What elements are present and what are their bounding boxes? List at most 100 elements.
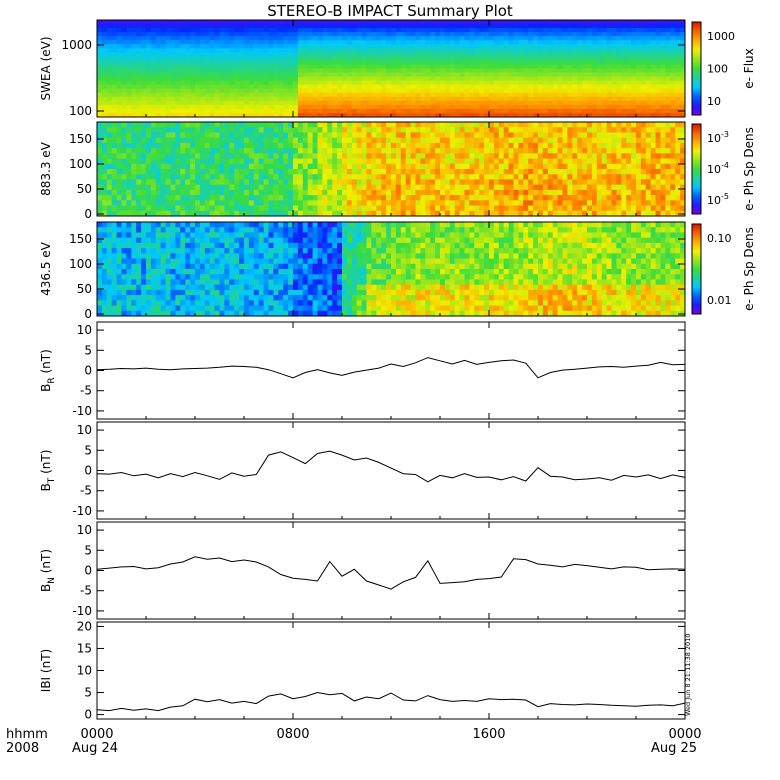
heatmap-cell xyxy=(400,137,407,144)
heatmap-cell xyxy=(337,40,343,45)
heatmap-cell xyxy=(498,184,505,191)
heatmap-cell xyxy=(469,174,475,180)
heatmap-cell xyxy=(248,158,255,165)
heatmap-cell xyxy=(508,174,514,180)
heatmap-cell xyxy=(381,153,387,159)
heatmap-cell xyxy=(596,184,603,191)
heatmap-cell xyxy=(361,52,367,57)
heatmap-cell xyxy=(258,44,264,49)
heatmap-cell xyxy=(391,184,397,191)
heatmap-cell xyxy=(150,112,157,118)
heatmap-cell xyxy=(391,36,397,41)
heatmap-cell xyxy=(234,80,240,86)
heatmap-cell xyxy=(518,80,524,86)
heatmap-cell xyxy=(513,174,519,180)
heatmap-cell xyxy=(322,122,328,128)
heatmap-cell xyxy=(621,72,627,77)
heatmap-cell xyxy=(366,36,372,41)
heatmap-cell xyxy=(376,20,382,25)
heatmap-cell xyxy=(97,20,103,25)
heatmap-cell xyxy=(234,64,240,69)
heatmap-cell xyxy=(518,100,524,106)
heatmap-cell xyxy=(680,88,686,94)
heatmap-cell xyxy=(356,76,362,82)
heatmap-cell xyxy=(444,92,451,98)
heatmap-cell xyxy=(234,200,240,206)
heatmap-cell xyxy=(116,132,122,139)
heatmap-cell xyxy=(484,184,490,191)
heatmap-cell xyxy=(126,174,132,180)
heatmap-cell xyxy=(317,122,323,128)
heatmap-cell xyxy=(312,80,318,86)
heatmap-cell xyxy=(405,153,411,159)
heatmap-cell xyxy=(562,88,568,94)
heatmap-cell xyxy=(596,179,603,186)
heatmap-cell xyxy=(356,84,362,90)
heatmap-cell xyxy=(430,84,436,90)
heatmap-cell xyxy=(405,142,411,149)
heatmap-cell xyxy=(533,169,539,175)
heatmap-cell xyxy=(400,40,407,45)
heatmap-cell xyxy=(283,108,289,114)
heatmap-cell xyxy=(440,24,446,29)
heatmap-cell xyxy=(165,108,171,114)
heatmap-cell xyxy=(660,127,666,133)
heatmap-cell xyxy=(180,32,186,37)
heatmap-cell xyxy=(312,68,318,73)
heatmap-cell xyxy=(273,189,279,196)
heatmap-cell xyxy=(288,132,294,139)
heatmap-cell xyxy=(312,36,318,41)
heatmap-cell xyxy=(288,64,294,69)
heatmap-cell xyxy=(454,88,460,94)
heatmap-cell xyxy=(484,60,490,65)
heatmap-cell xyxy=(493,200,500,206)
heatmap-cell xyxy=(214,142,220,149)
heatmap-cell xyxy=(660,68,666,73)
heatmap-cell xyxy=(391,163,397,170)
heatmap-cell xyxy=(131,108,137,114)
heatmap-cell xyxy=(636,40,642,45)
heatmap-cell xyxy=(116,88,122,94)
heatmap-cell xyxy=(601,100,607,106)
heatmap-cell xyxy=(371,189,377,196)
heatmap-cell xyxy=(410,108,416,114)
heatmap-cell xyxy=(577,80,583,86)
heatmap-cell xyxy=(351,88,358,94)
heatmap-cell xyxy=(273,52,279,57)
heatmap-cell xyxy=(606,100,612,106)
heatmap-cell xyxy=(444,195,451,201)
heatmap-cell xyxy=(405,32,411,37)
heatmap-cell xyxy=(665,36,671,41)
heatmap-cell xyxy=(562,195,568,201)
heatmap-cell xyxy=(611,112,617,118)
heatmap-cell xyxy=(415,122,421,128)
heatmap-cell xyxy=(611,84,617,90)
heatmap-cell xyxy=(577,100,583,106)
heatmap-cell xyxy=(591,96,598,102)
heatmap-cell xyxy=(640,108,647,114)
heatmap-cell xyxy=(596,137,603,144)
heatmap-cell xyxy=(562,76,568,82)
heatmap-cell xyxy=(312,32,318,37)
heatmap-cell xyxy=(101,127,108,133)
heatmap-cell xyxy=(386,148,392,154)
heatmap-cell xyxy=(582,127,588,133)
heatmap-cell xyxy=(538,96,544,102)
heatmap-cell xyxy=(538,122,544,128)
heatmap-cell xyxy=(116,100,122,106)
heatmap-cell xyxy=(97,76,103,82)
heatmap-cell xyxy=(557,210,563,217)
heatmap-cell xyxy=(582,28,588,33)
heatmap-cell xyxy=(621,20,627,25)
heatmap-cell xyxy=(155,52,162,57)
heatmap-cell xyxy=(170,84,176,90)
heatmap-cell xyxy=(146,142,152,149)
heatmap-cell xyxy=(645,184,652,191)
heatmap-cell xyxy=(229,96,235,102)
heatmap-cell xyxy=(670,48,676,53)
heatmap-cell xyxy=(346,127,353,133)
heatmap-cell xyxy=(650,20,656,25)
heatmap-cell xyxy=(351,200,358,206)
heatmap-cell xyxy=(489,68,495,73)
heatmap-cell xyxy=(533,48,539,53)
